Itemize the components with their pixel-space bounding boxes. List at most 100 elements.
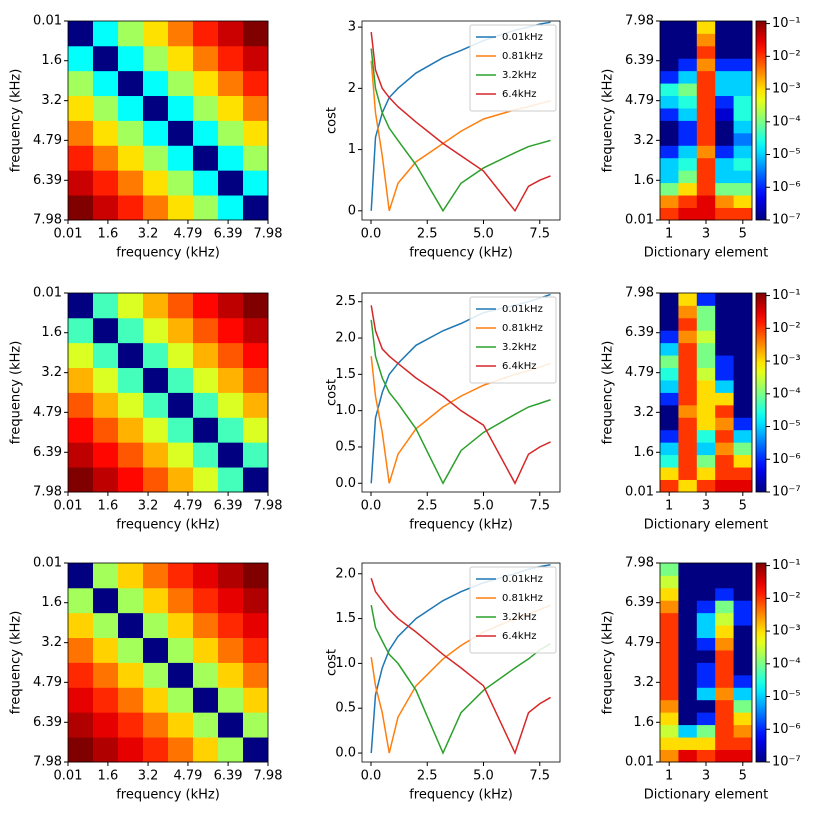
x-tick-label: 4.79	[173, 499, 202, 514]
heatmap-cell	[696, 207, 716, 221]
heatmap-cell	[168, 467, 194, 493]
heatmap-cell	[193, 712, 219, 738]
heatmap-cell	[660, 467, 679, 480]
heatmap-cell	[118, 467, 144, 493]
heatmap-cell	[118, 70, 144, 97]
heatmap-cell	[696, 650, 716, 663]
heatmap-cell	[660, 662, 679, 676]
heatmap-cell	[168, 563, 194, 589]
heatmap-cell	[678, 317, 698, 331]
heatmap-cell	[733, 404, 753, 418]
heatmap-cell	[193, 662, 219, 688]
legend-box	[469, 566, 557, 654]
colorbar-tick-label: 10⁻⁵	[772, 689, 801, 704]
heatmap-cell	[193, 442, 219, 468]
heatmap-cell	[678, 380, 698, 393]
heatmap-cell	[715, 712, 734, 726]
heatmap-cell	[733, 563, 753, 576]
heatmap-cell	[678, 58, 698, 72]
heatmap-cell	[243, 145, 269, 171]
x-tick-label: 7.5	[529, 227, 550, 242]
x-tick-label: 0.01	[54, 227, 83, 242]
y-tick-label: 4.79	[33, 133, 62, 148]
y-tick-label: 1.0	[335, 656, 356, 671]
heatmap-cell	[733, 33, 753, 47]
heatmap-cell	[93, 612, 119, 639]
heatmap-cell	[243, 563, 269, 589]
heatmap-cell	[93, 637, 119, 663]
series-line	[370, 31, 551, 213]
y-tick-label: 1.6	[633, 173, 654, 188]
heatmap-cell	[715, 305, 734, 319]
heatmap-cell	[118, 170, 144, 196]
legend-label: 0.01kHz	[502, 32, 543, 43]
heatmap-cell	[678, 637, 698, 651]
heatmap-cell	[193, 70, 219, 97]
heatmap-cell	[660, 392, 679, 406]
heatmap-cell	[696, 563, 716, 576]
heatmap-cell	[715, 674, 734, 688]
legend-label: 6.4kHz	[502, 361, 536, 372]
heatmap-cell	[733, 157, 753, 171]
heatmap-cell	[93, 712, 119, 738]
heatmap-cell	[118, 342, 144, 369]
heatmap-cell	[678, 45, 698, 59]
heatmap-cell	[660, 83, 679, 97]
heatmap-cell	[143, 317, 169, 344]
heatmap-cell	[715, 145, 734, 159]
heatmap-cell	[68, 170, 94, 196]
heatmap-cell	[193, 45, 219, 72]
y-tick-label: 2.0	[335, 566, 356, 581]
heatmap-cell	[193, 467, 219, 493]
heatmap-cell	[715, 95, 734, 109]
heatmap-cell	[193, 392, 219, 418]
heatmap-cell	[143, 587, 169, 614]
y-tick-label: 7.98	[33, 213, 62, 228]
heatmap-cell	[218, 95, 244, 121]
heatmap-cell	[218, 392, 244, 418]
colorbar-tick-label: 10⁻⁴	[772, 386, 801, 401]
heatmap-cell	[696, 317, 716, 331]
heatmap-cell	[715, 21, 734, 34]
heatmap-cell	[715, 132, 734, 146]
series-line	[370, 578, 551, 756]
y-tick-label: 1.6	[41, 595, 62, 610]
legend-label: 3.2kHz	[502, 342, 536, 353]
x-tick-label: 6.39	[214, 769, 243, 784]
y-tick-label: 6.39	[625, 325, 654, 340]
heatmap-cell	[733, 637, 753, 651]
heatmap-cell	[733, 650, 753, 663]
heatmap-cell	[193, 21, 219, 47]
heatmap-cell	[715, 404, 734, 418]
heatmap-cell	[715, 170, 734, 184]
heatmap-cell	[243, 45, 269, 72]
heatmap-cell	[68, 293, 94, 319]
heatmap-cell	[660, 120, 679, 134]
heatmap-cell	[696, 355, 716, 369]
heatmap-cell	[168, 145, 194, 171]
heatmap-cell	[118, 21, 144, 47]
colorbar-tick-label: 10⁻⁶	[772, 722, 801, 737]
heatmap-cell	[660, 612, 679, 626]
heatmap-cell	[93, 120, 119, 146]
heatmap-cell	[678, 83, 698, 97]
legend-label: 6.4kHz	[502, 631, 536, 642]
heatmap-cell	[696, 120, 716, 134]
heatmap-cell	[93, 563, 119, 589]
heatmap-cell	[715, 612, 734, 626]
heatmap-cell	[660, 355, 679, 369]
heatmap-cell	[715, 293, 734, 306]
heatmap-cell	[696, 454, 716, 468]
heatmap-cell	[715, 157, 734, 171]
heatmap-cell	[696, 342, 716, 356]
heatmap-cell	[696, 600, 716, 614]
heatmap-cell	[678, 600, 698, 614]
heatmap-cell	[118, 712, 144, 738]
heatmap-cell	[660, 600, 679, 614]
y-tick-label: 4.79	[33, 675, 62, 690]
heatmap-cell	[68, 195, 94, 221]
x-tick-label: 4.79	[173, 227, 202, 242]
heatmap-cell	[143, 637, 169, 663]
heatmap-cell	[193, 293, 219, 319]
heatmap-cell	[143, 195, 169, 221]
